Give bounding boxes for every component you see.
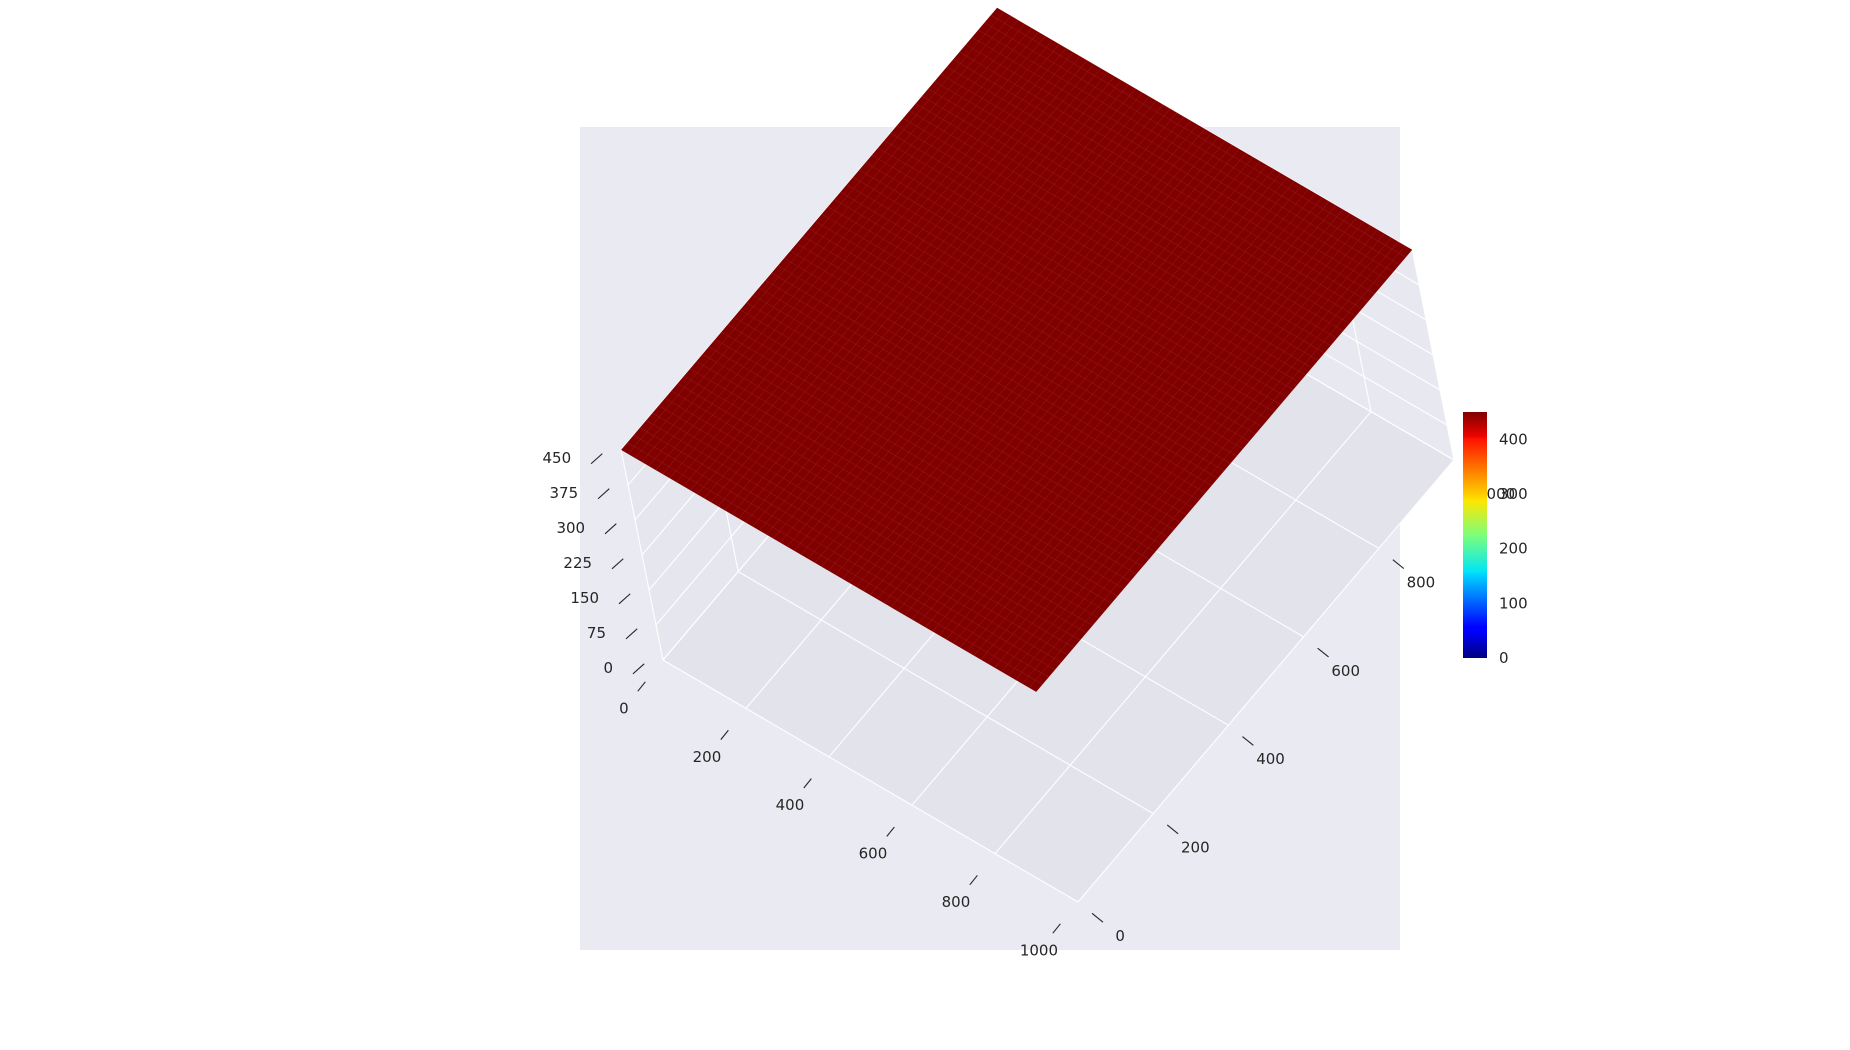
y-axis-tick [1166,824,1179,835]
z-axis-tick-label: 150 [570,589,599,607]
z-axis-tick [632,663,645,675]
x-axis-tick [720,729,729,740]
colorbar-tick-label: 0 [1499,649,1509,667]
z-axis-tick-label: 450 [543,449,572,467]
tick-labels: 0200400600800100002004006008001000075150… [543,449,1516,960]
z-axis-tick [597,488,610,500]
x-axis-tick [1052,923,1061,934]
surface [621,7,1413,692]
z-axis-tick [604,523,617,535]
surface-mesh [627,11,1407,688]
z-axis-tick-label: 75 [587,624,606,642]
z-axis-tick [625,628,638,640]
x-axis-tick [886,826,895,837]
colorbar-tick-label: 100 [1499,594,1528,612]
y-axis-tick [1392,559,1405,569]
y-axis-tick-label: 600 [1331,662,1360,680]
x-axis-tick-label: 400 [776,796,805,814]
y-axis-tick-label: 800 [1407,573,1436,591]
z-axis-tick-label: 0 [603,659,613,677]
x-axis-tick [803,778,812,789]
z-axis-tick-label: 300 [556,519,585,537]
x-axis-tick [969,875,978,886]
z-axis-tick [590,453,603,465]
y-axis-tick [1091,912,1104,923]
z-axis-tick [618,593,631,605]
colorbar-gradient [1463,412,1487,658]
y-axis-tick [1317,647,1329,658]
y-axis-tick [1242,736,1254,746]
x-axis-tick [637,681,646,692]
tick-marks [590,453,1480,934]
y-axis-tick-label: 400 [1256,750,1285,768]
z-axis-tick [611,558,624,570]
z-axis-tick-label: 225 [563,554,592,572]
x-axis-tick-label: 1000 [1020,941,1058,959]
x-axis-tick-label: 200 [693,748,722,766]
y-axis-tick-label: 200 [1181,839,1210,857]
colorbar-tick-label: 200 [1499,540,1528,558]
colorbar-tick-label: 400 [1499,430,1528,448]
x-axis-tick-label: 600 [859,845,888,863]
z-axis-tick-label: 375 [549,484,578,502]
y-axis-tick-label: 0 [1115,927,1125,945]
x-axis-tick-label: 800 [942,893,971,911]
colorbar-tick-label: 300 [1499,485,1528,503]
x-axis-tick-label: 0 [619,699,629,717]
